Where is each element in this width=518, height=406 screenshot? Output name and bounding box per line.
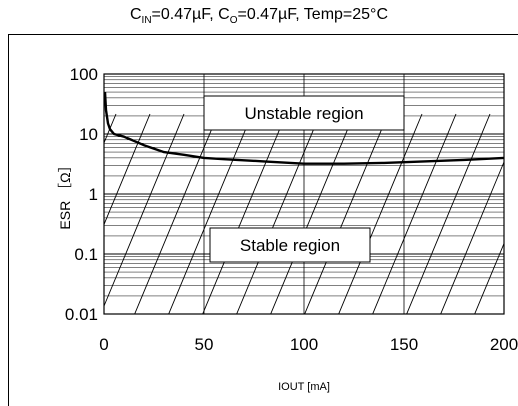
- y-tick-label: 0.01: [65, 305, 98, 324]
- chart-title: CIN=0.47µF, CO=0.47µF, Temp=25°C: [129, 6, 389, 27]
- hatch-line: [0, 114, 48, 354]
- y-tick-label: 1: [89, 185, 98, 204]
- x-tick-label: 150: [390, 335, 418, 354]
- x-tick-label: 200: [490, 335, 518, 354]
- series-line: [103, 92, 505, 165]
- hatch-line: [0, 114, 14, 354]
- region-labels: Unstable region Stable region: [203, 95, 405, 263]
- hatch-line: [372, 113, 457, 314]
- y-tick-label: 0.1: [74, 245, 98, 264]
- hatch-line: [104, 113, 185, 308]
- hatch-line: [440, 160, 504, 314]
- stable-region-label-box: [209, 227, 371, 263]
- chart-frame: [8, 34, 518, 406]
- hatch-line: [168, 113, 253, 314]
- x-axis-label: IOUT [mA]: [278, 381, 330, 393]
- hatch-line: [338, 113, 423, 314]
- hatch-line: [104, 113, 151, 226]
- x-tick-label: 100: [290, 335, 318, 354]
- x-tick-label: 50: [195, 335, 214, 354]
- y-tick-label: 10: [79, 125, 98, 144]
- unstable-region-label: Unstable region: [244, 104, 363, 123]
- y-tick-label: 100: [70, 65, 98, 84]
- plot-area-border: [103, 73, 505, 315]
- x-tick-labels: 0 50 100 150 200: [99, 335, 518, 354]
- y-tick-labels: 0.01 0.1 1 10 100: [65, 65, 98, 324]
- hatch-line: [474, 242, 504, 314]
- hatch-line: [492, 114, 518, 354]
- stable-region-label: Stable region: [240, 236, 340, 255]
- hatch-line: [406, 113, 491, 314]
- esr-curve: [103, 92, 505, 165]
- hatch-line: [134, 113, 219, 314]
- unstable-region-label-box: [203, 95, 405, 131]
- y-axis-label: ESR ［Ω］: [57, 158, 73, 229]
- x-tick-label: 0: [99, 335, 108, 354]
